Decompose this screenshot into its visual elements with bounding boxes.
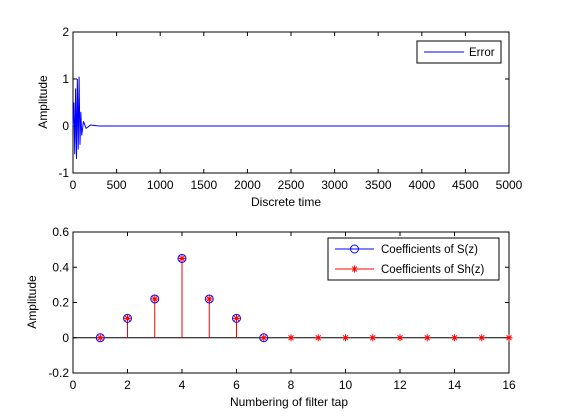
top-x-tick-label: 2500 [278,178,305,192]
top-x-axis-label: Discrete time [251,195,321,209]
top-x-tick-label: 5000 [496,178,523,192]
bottom-x-tick-label: 12 [393,378,407,392]
error-series-line [72,76,509,159]
top-x-tick-label: 4500 [452,178,479,192]
bottom-x-tick-label: 0 [70,378,77,392]
sz-circle-marker [259,333,269,343]
shz-star-marker [205,295,213,303]
shz-star-marker [342,334,349,342]
sz-circle-marker [204,294,214,304]
top-x-tick-label: 1500 [190,178,217,192]
shz-star-marker [178,254,186,262]
top-x-tick-label: 0 [70,178,77,192]
shz-star-marker [505,334,513,342]
bottom-x-tick-label: 2 [124,378,131,392]
shz-star-marker [124,314,131,322]
top-x-tick-label: 3000 [321,178,348,192]
legend-sz-label: Coefficients of S(z) [381,244,478,256]
top-legend: Error [416,40,502,64]
shz-star-marker [96,334,104,342]
sz-circle-marker [95,333,105,343]
shz-star-marker [478,334,486,342]
sz-circle-marker [123,313,132,323]
top-axis-ticks: 0 500 1000 1500 2000 2500 3000 3500 4000 4500 5000… [58,25,522,192]
shz-star-marker [369,334,377,342]
shz-star-marker [396,334,404,342]
top-y-tick-label: 1 [62,72,69,86]
top-y-tick-label: 0 [62,119,69,133]
top-x-tick-label: 3500 [365,178,392,192]
bottom-x-tick-label: 16 [502,378,516,392]
bottom-x-tick-label: 10 [339,378,353,392]
shz-star-marker [314,334,322,342]
shz-star-marker [423,334,431,342]
legend-error-label: Error [469,47,495,59]
bottom-x-tick-label: 14 [448,378,462,392]
top-x-tick-label: 500 [107,178,127,192]
bottom-y-tick-label: 0.4 [52,260,69,274]
bottom-y-tick-label: 0 [62,331,69,345]
bottom-axis-ticks: 0 2 4 6 8 10 12 14 16-0.200.20.40.6 [48,225,516,392]
bottom-stem-marks [95,253,513,343]
bottom-x-tick-label: 6 [233,378,240,392]
top-y-axis-label: Amplitude [36,75,50,129]
shz-star-marker [287,334,295,342]
legend-star-shape [351,265,358,273]
shz-star-marker [151,295,159,303]
bottom-y-tick-label: 0.6 [52,225,69,239]
sz-circle-marker [150,294,160,304]
shz-star-marker [260,334,268,342]
bottom-x-axis-label: Numbering of filter tap [230,395,348,409]
top-x-tick-label: 1000 [147,178,174,192]
legend-shz-star-icon [351,265,358,273]
bottom-y-tick-label: -0.2 [48,366,69,380]
bottom-x-tick-label: 8 [288,378,295,392]
bottom-plot: 0 2 4 6 8 10 12 14 16-0.200.20.40.6 Numbering of… [25,225,516,409]
bottom-y-axis-label: Amplitude [25,275,39,329]
top-x-tick-label: 4000 [408,178,435,192]
legend-shz-label: Coefficients of Sh(z) [381,264,485,276]
top-y-tick-label: 2 [62,25,69,39]
sz-circle-marker [232,313,241,323]
top-y-tick-label: -1 [58,166,69,180]
top-plot: 0 500 1000 1500 2000 2500 3000 3500 4000 4500 5000… [36,25,523,209]
legend-sz-circle-icon [350,244,359,254]
bottom-x-tick-label: 4 [179,378,186,392]
shz-star-marker [451,334,458,342]
bottom-y-tick-label: 0.2 [52,296,69,310]
sz-circle-marker [177,253,187,263]
shz-star-marker [233,314,240,322]
bottom-legend: Coefficients of S(z) Coefficients of Sh(… [327,237,500,281]
top-x-tick-label: 2000 [234,178,261,192]
